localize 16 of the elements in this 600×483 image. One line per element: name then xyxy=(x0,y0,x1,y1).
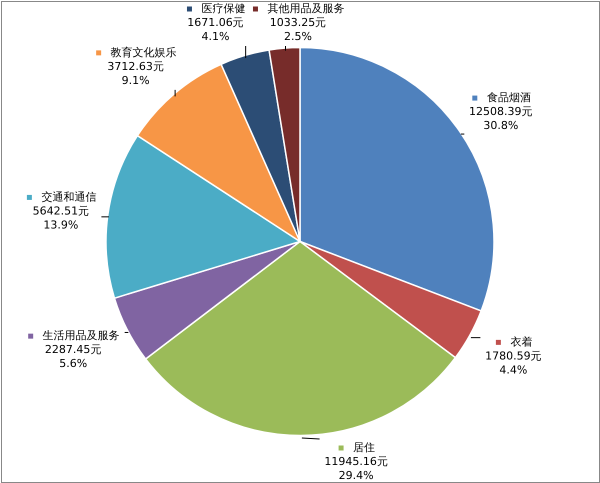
legend-label: 交通和通信 xyxy=(41,190,96,204)
data-label: 1780.59元 4.4% xyxy=(485,349,542,376)
data-label: 5642.51元 13.9% xyxy=(32,204,90,232)
legend-label: 衣着 xyxy=(510,335,532,348)
data-label: 3712.63元 9.1% xyxy=(107,60,164,87)
legend-label: 其他用品及服务 xyxy=(267,2,344,15)
legend-label: 教育文化娱乐 xyxy=(110,46,177,59)
legend-label: 生活用品及服务 xyxy=(42,329,120,342)
data-label: 11945.16元 29.4% xyxy=(324,455,388,482)
data-label: 12508.39元 30.8% xyxy=(469,105,533,132)
legend-label: 居住 xyxy=(353,441,376,454)
data-label: 1033.25元 2.5% xyxy=(270,16,326,43)
legend-label: 食品烟酒 xyxy=(486,91,531,104)
data-label: 2287.45元 5.6% xyxy=(44,343,102,370)
legend-label: 医疗保健 xyxy=(201,2,246,15)
data-label: 1671.06元 4.1% xyxy=(187,16,244,43)
